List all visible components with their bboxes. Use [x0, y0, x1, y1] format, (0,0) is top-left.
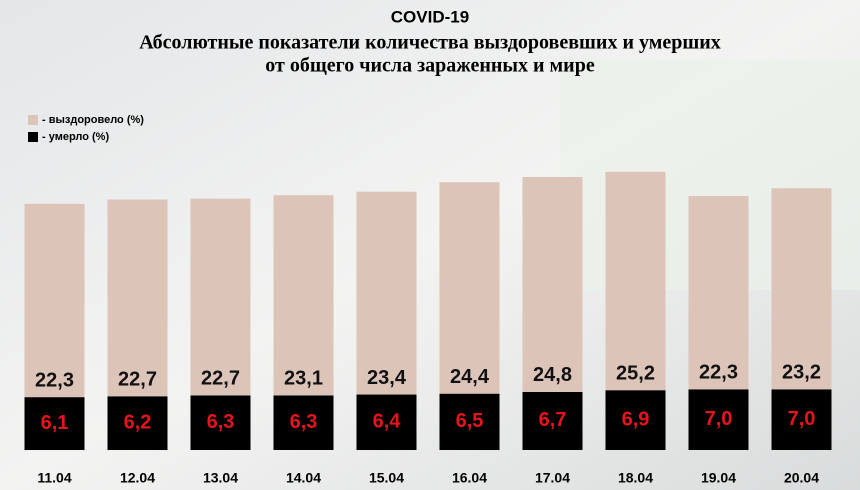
bar-segment: [688, 389, 749, 450]
value-label: 23,4: [367, 367, 407, 389]
value-label: 6,2: [124, 411, 152, 433]
x-tick-label: 11.04: [37, 470, 71, 486]
x-tick-label: 18.04: [618, 470, 653, 486]
value-label: 6,1: [41, 412, 69, 434]
value-label: 6,3: [207, 411, 235, 433]
bar-segment: [439, 393, 500, 450]
legend-swatch: [28, 115, 38, 125]
bar-segment: [273, 395, 334, 450]
chart-subtitle: Абсолютные показатели количества выздоро…: [139, 32, 720, 54]
bar-segment: [24, 397, 85, 450]
value-label: 6,5: [456, 410, 484, 432]
x-tick-label: 17.04: [535, 470, 570, 486]
bar-segment: [605, 171, 666, 391]
bar-segment: [356, 191, 417, 395]
bar-segment: [688, 196, 749, 390]
value-label: 6,3: [290, 411, 318, 433]
value-label: 7,0: [705, 408, 733, 430]
x-tick-label: 19.04: [701, 470, 736, 486]
value-label: 23,1: [284, 368, 323, 390]
value-label: 22,7: [118, 369, 157, 391]
bar-segment: [522, 391, 583, 450]
chart-subtitle: от общего числа зараженных и мире: [265, 55, 595, 77]
x-tick-label: 13.04: [203, 470, 238, 486]
bar-segment: [356, 394, 417, 450]
value-label: 23,2: [782, 362, 821, 384]
value-label: 22,3: [35, 369, 74, 391]
bar-segment: [605, 390, 666, 450]
x-tick-label: 16.04: [452, 470, 487, 486]
bar-segment: [107, 199, 168, 397]
chart-title: COVID-19: [391, 7, 469, 26]
value-label: 7,0: [788, 408, 816, 430]
value-label: 25,2: [616, 362, 655, 384]
x-tick-label: 14.04: [286, 470, 321, 486]
legend-swatch: [28, 132, 38, 142]
value-label: 6,7: [539, 409, 567, 431]
bar-segment: [771, 188, 832, 390]
x-tick-label: 15.04: [369, 470, 404, 486]
x-tick-label: 20.04: [784, 470, 819, 486]
bar-segment: [439, 182, 500, 394]
value-label: 6,4: [373, 411, 402, 433]
value-label: 24,4: [450, 366, 490, 388]
bar-segment: [107, 396, 168, 450]
bar-segment: [24, 203, 85, 398]
bar-segment: [771, 389, 832, 450]
bar-segment: [190, 395, 251, 450]
bar-segment: [190, 198, 251, 396]
legend-label: - выздоровело (%): [42, 114, 144, 126]
value-label: 22,3: [699, 362, 738, 384]
value-label: 22,7: [201, 368, 240, 390]
x-tick-label: 12.04: [120, 470, 155, 486]
bar-segment: [273, 195, 334, 396]
value-label: 24,8: [533, 364, 572, 386]
bar-segment: [522, 177, 583, 392]
legend-label: - умерло (%): [42, 131, 109, 143]
value-label: 6,9: [622, 408, 650, 430]
